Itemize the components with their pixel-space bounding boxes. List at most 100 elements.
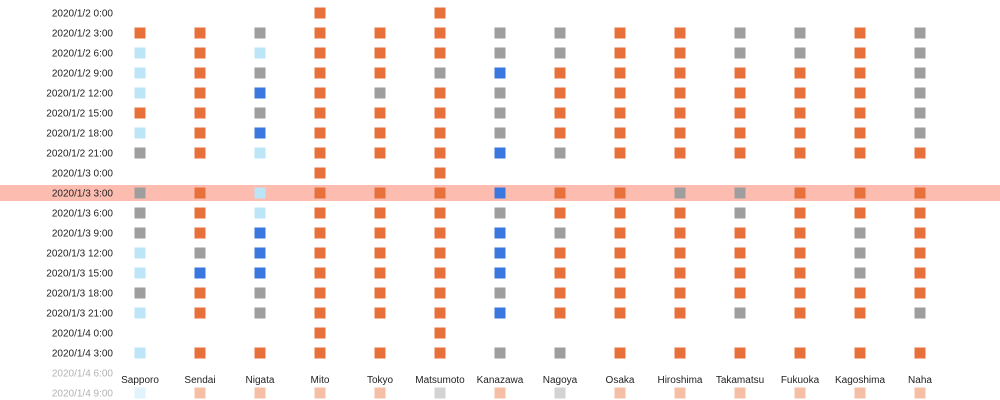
heatmap-cell xyxy=(374,27,386,39)
heatmap-cell xyxy=(314,147,326,159)
y-tick-label: 2020/1/3 9:00 xyxy=(52,229,114,240)
heatmap-cell xyxy=(314,387,326,399)
heatmap-cell xyxy=(434,327,446,339)
heatmap-cell xyxy=(134,47,146,59)
heatmap-cell xyxy=(554,27,566,39)
heatmap-cell xyxy=(794,67,806,79)
heatmap-cell xyxy=(434,247,446,259)
heatmap-cell xyxy=(854,307,866,319)
heatmap-cell xyxy=(734,187,746,199)
x-tick-label: Kagoshima xyxy=(835,375,885,386)
heatmap-cell xyxy=(494,347,506,359)
heatmap-cell xyxy=(674,307,686,319)
heatmap-cell xyxy=(674,147,686,159)
heatmap-cell xyxy=(674,107,686,119)
heatmap-cell xyxy=(194,107,206,119)
heatmap-cell xyxy=(194,247,206,259)
heatmap-cell xyxy=(734,47,746,59)
cells-layer xyxy=(134,7,926,399)
heatmap-cell xyxy=(494,147,506,159)
heatmap-cell xyxy=(674,387,686,399)
heatmap-cell xyxy=(434,107,446,119)
heatmap-cell xyxy=(854,187,866,199)
heatmap-cell xyxy=(554,107,566,119)
heatmap-cell xyxy=(734,387,746,399)
heatmap-cell xyxy=(854,227,866,239)
heatmap-cell xyxy=(374,227,386,239)
heatmap-cell xyxy=(674,87,686,99)
heatmap-cell xyxy=(854,27,866,39)
heatmap-cell xyxy=(674,67,686,79)
y-tick-label: 2020/1/4 0:00 xyxy=(52,329,114,340)
heatmap-cell xyxy=(494,387,506,399)
y-tick-label: 2020/1/3 6:00 xyxy=(52,209,114,220)
heatmap-cell xyxy=(734,207,746,219)
heatmap-cell xyxy=(374,387,386,399)
y-tick-label: 2020/1/3 3:00 xyxy=(52,189,114,200)
heatmap-cell xyxy=(734,307,746,319)
x-tick-label: Kanazawa xyxy=(477,375,524,386)
x-tick-label: Matsumoto xyxy=(415,375,465,386)
heatmap-cell xyxy=(914,107,926,119)
heatmap-cell xyxy=(914,127,926,139)
heatmap-cell xyxy=(314,307,326,319)
heatmap-cell xyxy=(194,287,206,299)
heatmap-cell xyxy=(314,287,326,299)
heatmap-cell xyxy=(194,187,206,199)
heatmap-cell xyxy=(134,387,146,399)
heatmap-cell xyxy=(794,347,806,359)
heatmap-cell xyxy=(434,227,446,239)
heatmap-cell xyxy=(314,127,326,139)
heatmap-cell xyxy=(134,267,146,279)
heatmap-cell xyxy=(914,247,926,259)
y-tick-label: 2020/1/2 3:00 xyxy=(52,29,114,40)
heatmap-cell xyxy=(194,307,206,319)
heatmap-cell xyxy=(794,127,806,139)
heatmap-cell xyxy=(674,207,686,219)
heatmap-cell xyxy=(794,27,806,39)
heatmap-cell xyxy=(794,307,806,319)
heatmap-cell xyxy=(254,307,266,319)
heatmap-cell xyxy=(374,267,386,279)
heatmap-cell xyxy=(674,227,686,239)
heatmap-cell xyxy=(194,47,206,59)
x-tick-label: Tokyo xyxy=(367,375,394,386)
heatmap-cell xyxy=(254,107,266,119)
y-tick-label: 2020/1/4 3:00 xyxy=(52,349,114,360)
heatmap-cell xyxy=(674,27,686,39)
heatmap-cell xyxy=(434,187,446,199)
heatmap-cell xyxy=(614,287,626,299)
heatmap-cell xyxy=(254,47,266,59)
heatmap-cell xyxy=(374,47,386,59)
heatmap-cell xyxy=(254,267,266,279)
heatmap-cell xyxy=(434,67,446,79)
heatmap-cell xyxy=(554,307,566,319)
heatmap-cell xyxy=(194,267,206,279)
heatmap-cell xyxy=(254,127,266,139)
heatmap-cell xyxy=(494,267,506,279)
heatmap-cell xyxy=(314,47,326,59)
heatmap-cell xyxy=(554,47,566,59)
heatmap-cell xyxy=(734,267,746,279)
heatmap-cell xyxy=(254,347,266,359)
heatmap-cell xyxy=(914,387,926,399)
heatmap-cell xyxy=(434,147,446,159)
heatmap-cell xyxy=(134,247,146,259)
heatmap-cell xyxy=(134,127,146,139)
x-tick-label: Takamatsu xyxy=(716,375,764,386)
heatmap-cell xyxy=(494,287,506,299)
heatmap-cell xyxy=(794,267,806,279)
heatmap-cell xyxy=(434,127,446,139)
heatmap-cell xyxy=(494,127,506,139)
x-tick-label: Naha xyxy=(908,375,932,386)
heatmap-cell xyxy=(554,287,566,299)
heatmap-cell xyxy=(254,67,266,79)
heatmap-cell xyxy=(554,147,566,159)
heatmap-cell xyxy=(854,267,866,279)
heatmap-cell xyxy=(674,47,686,59)
heatmap-cell xyxy=(674,247,686,259)
heatmap-cell xyxy=(614,47,626,59)
heatmap-cell xyxy=(434,7,446,19)
heatmap-cell xyxy=(854,287,866,299)
